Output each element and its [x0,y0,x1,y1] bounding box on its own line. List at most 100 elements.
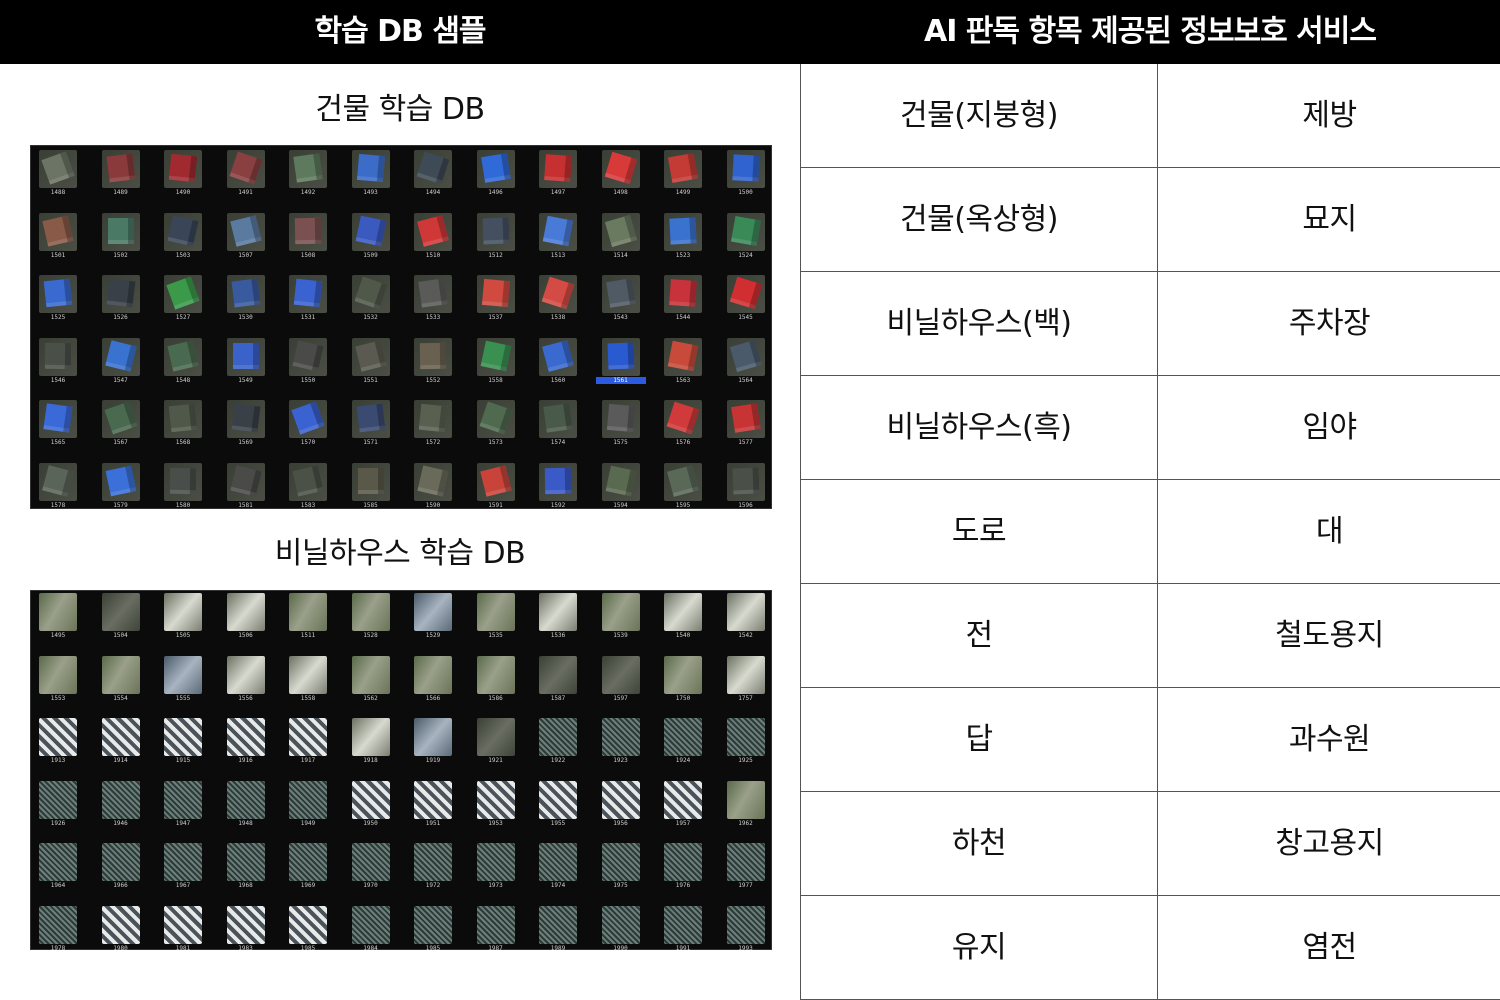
header-left-title: 학습 DB 샘플 [314,14,486,49]
table-row: 전 철도용지 [801,584,1500,688]
thumbnail-label: 1513 [550,251,566,259]
thumbnail-label: 1566 [425,694,441,702]
greenhouse-sample-thumbnail [351,593,390,631]
roof-shape [542,339,574,372]
thumbnail-label: 1523 [675,251,691,259]
roof-shape [294,217,322,244]
thumbnail-label: 1970 [363,882,378,889]
building-sample-thumbnail [39,275,77,313]
roof-shape [604,151,637,185]
roof-shape [729,339,762,372]
greenhouse-sample-thumbnail [289,718,327,756]
table-cell-left: 전 [801,584,1158,687]
roof-shape [667,152,699,184]
roof-shape [41,151,75,185]
thumbnail-label: 1917 [300,757,316,764]
thumbnail-label: 1548 [175,376,191,384]
greenhouse-sample-thumbnail [289,655,327,694]
thumbnail-label: 1555 [175,694,191,702]
thumbnail-label: 1506 [238,632,253,639]
building-sample-thumbnail [726,275,765,313]
greenhouse-sample-thumbnail [101,905,140,944]
thumbnail-label: 1528 [363,632,378,639]
thumbnail-label: 1924 [675,757,691,764]
roof-shape [417,214,449,247]
greenhouse-sample-thumbnail [601,905,640,944]
greenhouse-sample-thumbnail [726,843,765,881]
greenhouse-sample-thumbnail [101,780,140,819]
greenhouse-sample-thumbnail [664,593,702,631]
greenhouse-sample-thumbnail [726,780,765,819]
roof-shape [291,401,325,435]
thumbnail-label: 1978 [50,944,66,952]
table-cell-left: 비닐하우스(백) [801,272,1158,375]
thumbnail-label: 1580 [175,501,191,509]
roof-shape [357,467,384,494]
greenhouse-sample-thumbnail [39,593,77,631]
building-sample-thumbnail [414,212,452,251]
building-sample-thumbnail [601,150,640,188]
roof-shape [292,339,324,372]
thumbnail-label: 1553 [50,694,66,702]
thumbnail-label: 1592 [550,501,566,509]
greenhouse-sample-thumbnail [539,593,577,631]
thumbnail-label: 1546 [50,376,66,384]
greenhouse-sample-thumbnail [101,593,140,631]
roof-shape [354,339,387,372]
roof-shape [667,464,699,497]
greenhouse-sample-thumbnail [289,780,327,819]
building-sample-thumbnail [601,275,640,313]
greenhouse-sample-thumbnail [226,780,265,819]
thumbnail-label: 1570 [300,439,316,446]
roof-shape [105,465,136,496]
building-sample-thumbnail [726,462,765,501]
thumbnail-label: 1991 [675,944,691,952]
thumbnail-label: 1922 [550,757,566,764]
building-sample-thumbnail [476,462,515,501]
greenhouse-sample-thumbnail [726,655,765,694]
building-sample-thumbnail [601,212,640,251]
roof-shape [605,278,636,308]
building-sample-thumbnail [601,462,640,501]
thumbnail-label: 1490 [175,189,191,196]
greenhouse-sample-thumbnail [226,655,265,694]
roof-shape [168,153,198,183]
roof-shape [541,276,575,310]
building-sample-thumbnail [289,275,327,313]
thumbnail-label: 1577 [738,439,753,446]
roof-shape [417,464,449,497]
roof-shape [543,403,573,433]
building-sample-thumbnail [289,212,327,251]
roof-shape [605,465,636,496]
thumbnail-label: 1950 [363,819,378,827]
roof-shape [167,339,199,372]
roof-shape [43,403,73,433]
thumbnail-label: 1551 [363,376,378,384]
building-sample-thumbnail [289,462,327,501]
roof-shape [167,214,199,247]
greenhouse-sample-thumbnail [601,780,640,819]
thumbnail-label: 1595 [675,501,691,509]
thumbnail-label: 1957 [675,819,691,827]
roof-shape [419,342,447,369]
thumbnail-label: 1967 [175,882,191,889]
thumbnail-label: 1597 [613,694,628,702]
roof-shape [732,467,759,494]
table-cell-left: 유지 [801,896,1158,999]
thumbnail-label: 1981 [175,944,191,952]
roof-shape [44,342,72,369]
table-cell-left: 건물(옥상형) [801,168,1158,271]
thumbnail-label: 1948 [238,819,253,827]
thumbnail-label: 1946 [113,819,128,827]
greenhouse-sample-thumbnail [664,718,702,756]
greenhouse-sample-thumbnail [164,843,202,881]
thumbnail-label: 1964 [50,882,66,889]
greenhouse-sample-thumbnail [351,905,390,944]
building-sample-thumbnail [351,212,390,251]
building-sample-thumbnail [164,400,202,438]
greenhouse-sample-thumbnail [164,905,202,944]
thumbnail-label: 1500 [738,189,753,196]
greenhouse-sample-thumbnail [226,843,265,881]
building-sample-thumbnail [101,275,140,313]
thumbnail-label: 1565 [50,439,66,446]
